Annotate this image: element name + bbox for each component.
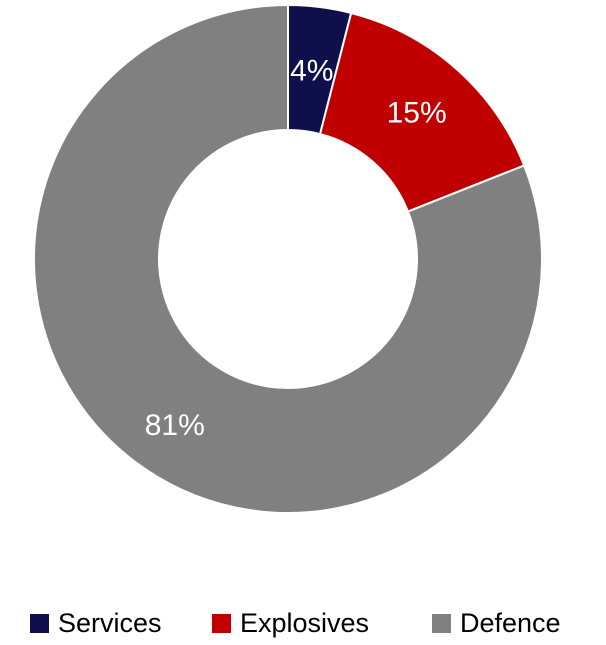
legend-item-explosives: Explosives [212, 606, 369, 640]
legend-swatch-services [30, 613, 49, 633]
legend-label-explosives: Explosives [240, 607, 370, 638]
slice-defence [33, 3, 543, 514]
slice-label-services: 4% [290, 54, 333, 87]
legend-item-services: Services [30, 606, 162, 640]
legend-swatch-defence [432, 613, 451, 633]
slice-label-defence: 81% [145, 409, 205, 442]
legend-label-defence: Defence [460, 607, 561, 638]
legend-item-defence: Defence [432, 606, 561, 640]
legend-label-services: Services [58, 607, 162, 638]
slice-label-explosives: 15% [387, 97, 447, 130]
legend-swatch-explosives [212, 613, 231, 633]
chart-legend: Services Explosives Defence [0, 606, 606, 640]
slice-explosives [318, 11, 526, 213]
